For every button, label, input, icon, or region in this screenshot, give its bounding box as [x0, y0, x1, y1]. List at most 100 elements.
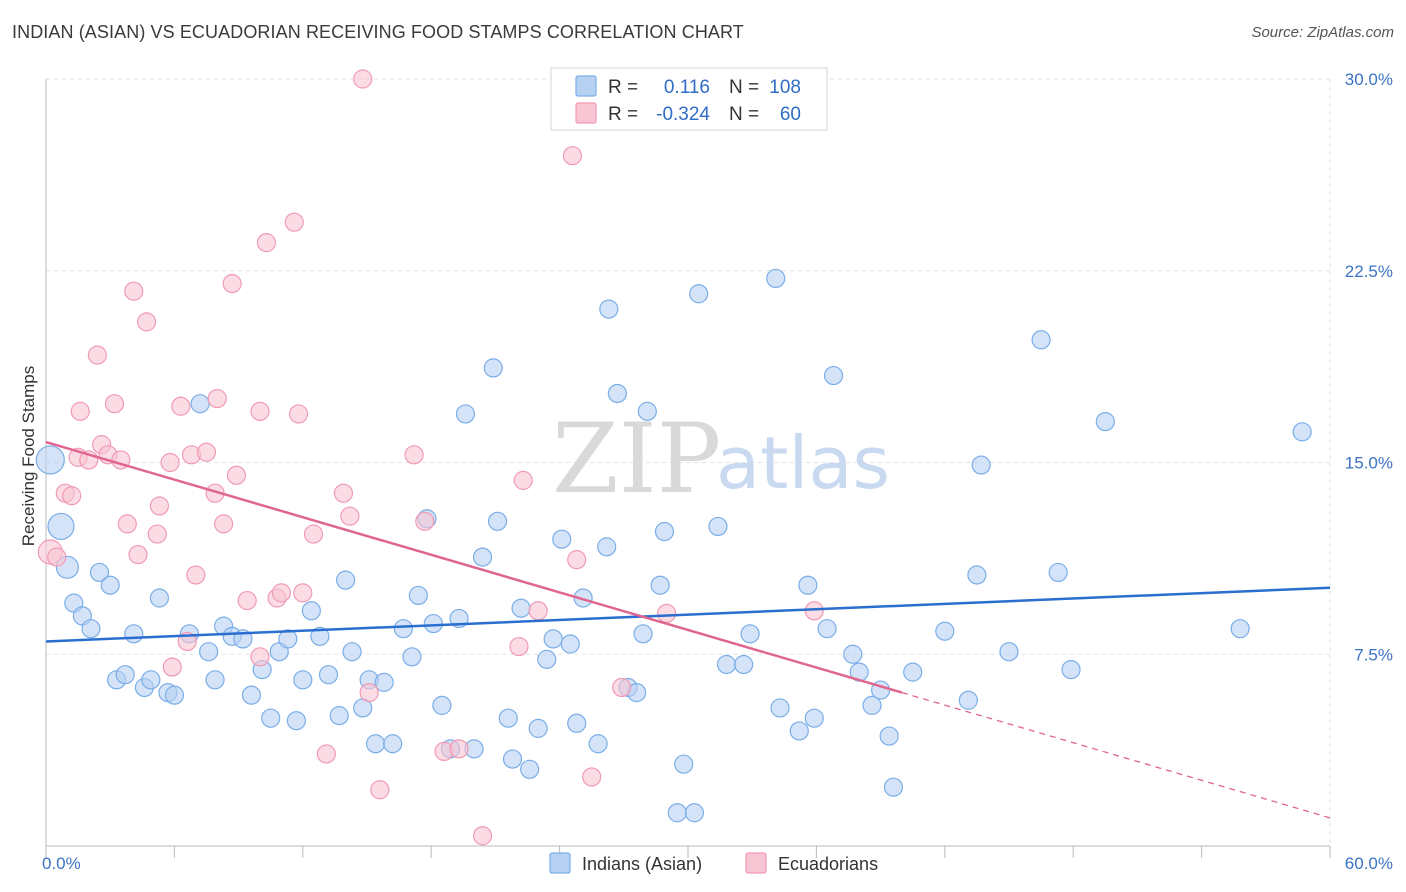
- point-indians-27: [278, 629, 298, 649]
- point-indians-72: [637, 401, 657, 421]
- source-label: Source: ZipAtlas.com: [1251, 24, 1394, 41]
- point-indians-19: [205, 670, 225, 690]
- point-indians-45: [423, 613, 443, 634]
- point-indians-13: [149, 588, 170, 608]
- point-indians-62: [560, 634, 580, 654]
- point-indians-33: [329, 706, 349, 726]
- point-indians-0: [35, 445, 65, 475]
- point-indians-17: [190, 394, 210, 414]
- point-indians-75: [667, 803, 687, 823]
- point-indians-81: [734, 654, 754, 675]
- point-indians-55: [502, 749, 523, 769]
- point-indians-54: [498, 708, 518, 728]
- point-indians-35: [342, 642, 362, 662]
- point-indians-78: [689, 284, 709, 304]
- point-ecuadorians-29: [226, 465, 247, 485]
- tick-labels: 7.5% 15.0% 22.5% 30.0% 0.0% 60.0%: [42, 70, 1393, 873]
- point-indians-56: [511, 598, 531, 618]
- point-ecuadorians-44: [359, 682, 379, 703]
- point-indians-66: [597, 537, 617, 557]
- point-indians-73: [650, 575, 670, 595]
- point-indians-38: [365, 734, 386, 754]
- point-ecuadorians-23: [186, 565, 206, 585]
- trend-lines: [45, 440, 1331, 819]
- point-indians-43: [408, 585, 428, 606]
- point-ecuadorians-35: [271, 583, 291, 603]
- point-indians-94: [879, 726, 899, 746]
- point-indians-18: [199, 642, 219, 662]
- point-indians-60: [543, 629, 563, 649]
- point-ecuadorians-1: [47, 547, 67, 567]
- point-indians-31: [310, 626, 330, 646]
- point-ecuadorians-40: [316, 744, 336, 764]
- legend-n-label-indians: N =: [729, 77, 759, 98]
- point-indians-12: [141, 670, 161, 690]
- point-indians-68: [607, 383, 627, 404]
- point-indians-80: [716, 654, 737, 675]
- point-indians-58: [528, 718, 548, 738]
- point-ecuadorians-31: [250, 647, 270, 667]
- point-indians-63: [567, 713, 587, 733]
- point-indians-46: [432, 695, 452, 715]
- y-axis-label: Receiving Food Stamps: [19, 366, 38, 546]
- point-indians-101: [999, 642, 1019, 662]
- y-tick-label-3: 30.0%: [1345, 70, 1393, 89]
- point-indians-87: [804, 708, 824, 728]
- point-indians-7: [100, 575, 120, 595]
- point-indians-9: [115, 665, 135, 685]
- point-indians-51: [472, 547, 493, 567]
- point-indians-53: [487, 511, 508, 531]
- point-indians-100: [971, 455, 991, 475]
- point-ecuadorians-26: [207, 388, 227, 409]
- point-indians-95: [883, 777, 904, 797]
- point-ecuadorians-10: [104, 394, 125, 414]
- point-ecuadorians-50: [472, 826, 493, 846]
- point-ecuadorians-15: [136, 312, 157, 332]
- point-ecuadorians-54: [562, 146, 583, 166]
- point-ecuadorians-37: [288, 404, 309, 424]
- legend-n-value-indians: 108: [769, 77, 801, 98]
- point-ecuadorians-53: [528, 601, 548, 621]
- legend-n-label-ecuadorians: N =: [729, 104, 759, 125]
- y-tick-label-0: 7.5%: [1354, 645, 1393, 664]
- point-indians-77: [684, 803, 705, 823]
- legend-box: [550, 67, 828, 131]
- point-indians-102: [1031, 330, 1051, 350]
- trend-line-dashed-ecuadorians: [901, 691, 1331, 819]
- point-indians-34: [336, 570, 356, 590]
- point-ecuadorians-41: [333, 483, 354, 503]
- point-indians-57: [520, 759, 540, 779]
- point-ecuadorians-57: [612, 677, 632, 698]
- x-tick-label-1: 60.0%: [1345, 854, 1393, 873]
- x-tick-label-0: 0.0%: [42, 854, 81, 873]
- series-legend-swatch-ecuadorians: [745, 852, 767, 874]
- watermark: ZIP atlas: [552, 403, 890, 515]
- point-indians-41: [393, 619, 413, 639]
- chart-title: INDIAN (ASIAN) VS ECUADORIAN RECEIVING F…: [12, 22, 744, 42]
- legend-r-label-indians: R =: [608, 77, 638, 98]
- point-indians-99: [967, 565, 987, 585]
- point-indians-49: [455, 404, 476, 424]
- point-ecuadorians-7: [87, 345, 107, 365]
- point-ecuadorians-56: [582, 767, 602, 787]
- point-indians-103: [1048, 562, 1068, 583]
- trend-line-indians: [45, 586, 1331, 643]
- point-indians-90: [843, 644, 863, 664]
- series-legend-swatch-indians: [549, 852, 571, 874]
- point-ecuadorians-5: [70, 401, 90, 421]
- point-ecuadorians-12: [117, 514, 137, 534]
- point-ecuadorians-38: [293, 583, 313, 603]
- point-ecuadorians-36: [284, 212, 304, 232]
- point-ecuadorians-49: [449, 739, 469, 759]
- trend-line-ecuadorians: [45, 440, 903, 694]
- point-indians-79: [708, 516, 728, 537]
- point-indians-59: [537, 649, 557, 669]
- point-ecuadorians-14: [124, 281, 144, 301]
- point-ecuadorians-47: [415, 511, 435, 531]
- point-ecuadorians-32: [250, 401, 270, 421]
- point-indians-5: [81, 619, 101, 639]
- legend-n-value-ecuadorians: 60: [780, 104, 801, 125]
- point-ecuadorians-24: [196, 442, 217, 462]
- point-indians-84: [770, 698, 790, 718]
